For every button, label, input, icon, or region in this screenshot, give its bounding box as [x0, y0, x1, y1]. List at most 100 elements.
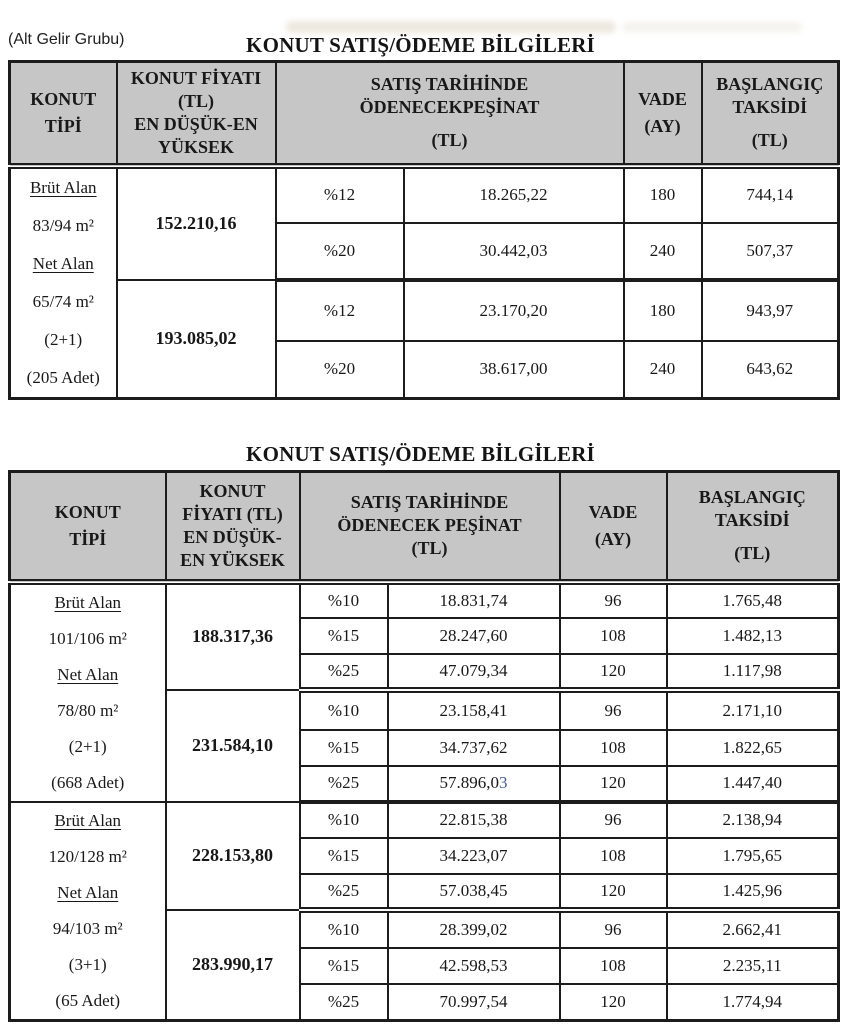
- konut-tipi-line: Net Alan: [32, 253, 94, 273]
- table-row: 283.990,17 %10 28.399,02 96 2.662,41: [10, 908, 840, 1021]
- header-pesinat: SATIŞ TARİHİNDE ÖDENECEK PEŞİNAT (TL): [298, 470, 561, 585]
- vade-cell: 120: [558, 983, 668, 1021]
- table-row: %20 30.442,03 240 507,37: [10, 221, 840, 282]
- header-line: KONUT FİYATI: [130, 67, 262, 88]
- vade-cell: 96: [558, 908, 668, 949]
- header-line: (TL): [751, 130, 788, 151]
- table-row: 193.085,02 %12 23.170,20 180 943,97: [10, 278, 840, 399]
- header-line: SATIŞ TARİHİNDE: [350, 492, 509, 513]
- vade-cell: 120: [558, 764, 668, 804]
- pesinat-pct-cell: %10: [298, 688, 389, 731]
- pesinat-pct-cell: %15: [298, 836, 389, 875]
- header-line: EN DÜŞÜK-: [183, 526, 282, 547]
- table-row: %25 47.079,34 120 1.117,98: [10, 652, 840, 693]
- konut-tipi-line: 78/80 m²: [57, 700, 119, 720]
- pesinat-pct-cell: %10: [298, 580, 389, 619]
- konut-tipi-line: 94/103 m²: [52, 918, 123, 938]
- header-vade: VADE (AY): [622, 60, 703, 169]
- pesinat-pct-cell: %20: [274, 340, 405, 399]
- header-konut-fiyati: KONUT FİYATI (TL) EN DÜŞÜK- EN YÜKSEK: [164, 470, 301, 585]
- fiyat-cell: 283.990,17: [164, 908, 301, 1021]
- konut-tipi-line: 65/74 m²: [32, 291, 94, 311]
- konut-tipi-line: Brüt Alan: [29, 177, 97, 197]
- pesinat-amount-cell: 42.598,53: [386, 947, 561, 985]
- konut-tipi-line: (205 Adet): [26, 367, 100, 387]
- vade-cell: 108: [558, 947, 668, 985]
- header-line: EN DÜŞÜK-EN: [134, 113, 258, 134]
- fiyat-cell: 188.317,36: [164, 580, 301, 691]
- konut-tipi-line: (668 Adet): [51, 772, 125, 792]
- header-line: (AY): [644, 115, 681, 136]
- header-konut-tipi: KONUT TİPİ: [8, 60, 118, 169]
- konut-tipi-line: Net Alan: [57, 664, 119, 684]
- taksit-cell: 1.822,65: [665, 728, 840, 767]
- table-row: %20 38.617,00 240 643,62: [10, 340, 840, 399]
- header-line: (TL): [431, 130, 468, 151]
- header-line: TAKSİDİ: [714, 510, 790, 531]
- header-row: KONUT TİPİ KONUT FİYATI (TL) EN DÜŞÜK-EN…: [8, 60, 840, 169]
- table-row: Brüt Alan 101/106 m² Net Alan 78/80 m² (…: [8, 580, 840, 803]
- header-taksit: BAŞLANGIÇ TAKSİDİ (TL): [700, 60, 840, 169]
- pesinat-pct-cell: %25: [298, 764, 389, 804]
- pesinat-amount-cell: 28.247,60: [386, 616, 561, 655]
- pesinat-pct-cell: %10: [298, 800, 389, 839]
- header-vade: VADE (AY): [558, 470, 668, 585]
- table-row: %25 70.997,54 120 1.774,94: [10, 983, 840, 1021]
- header-line: KONUT: [54, 501, 121, 522]
- pesinat-pct-cell: %15: [298, 947, 389, 985]
- header-line: BAŞLANGIÇ: [698, 487, 806, 508]
- table-row: Brüt Alan 83/94 m² Net Alan 65/74 m² (2+…: [8, 164, 840, 399]
- taksit-cell: 507,37: [700, 221, 840, 282]
- table-row: 231.584,10 %10 23.158,41 96 2.171,10: [10, 688, 840, 803]
- konut-tipi-line: Brüt Alan: [54, 810, 122, 830]
- taksit-cell: 1.447,40: [665, 764, 840, 804]
- header-taksit: BAŞLANGIÇ TAKSİDİ (TL): [665, 470, 840, 585]
- vade-cell: 108: [558, 728, 668, 767]
- header-line: TİPİ: [44, 115, 82, 136]
- taksit-cell: 1.765,48: [665, 580, 840, 619]
- fiyat-cell: 152.210,16: [115, 164, 277, 281]
- vade-cell: 108: [558, 616, 668, 655]
- pesinat-amount-cell: 34.223,07: [386, 836, 561, 875]
- pesinat-pct-cell: %20: [274, 221, 405, 282]
- header-line: KONUT: [199, 480, 266, 501]
- taksit-cell: 643,62: [700, 340, 840, 399]
- header-line: (TL): [734, 543, 771, 564]
- konut-tipi-line: 83/94 m²: [32, 215, 94, 235]
- pesinat-amount-cell: 18.831,74: [386, 580, 561, 619]
- header-line: EN YÜKSEK: [180, 549, 285, 570]
- taksit-cell: 2.138,94: [665, 800, 840, 839]
- pesinat-amount-cell: 30.442,03: [402, 221, 625, 282]
- pesinat-amount-cell: 70.997,54: [386, 983, 561, 1021]
- pesinat-amount-cell: 57.038,45: [386, 872, 561, 913]
- page-annotation: (Alt Gelir Grubu): [8, 31, 125, 48]
- pesinat-pct-cell: %12: [274, 164, 405, 224]
- pesinat-amount-cell: 34.737,62: [386, 728, 561, 767]
- header-line: BAŞLANGIÇ: [716, 74, 824, 95]
- pesinat-amount-cell: 38.617,00: [402, 340, 625, 399]
- header-line: FİYATI (TL): [182, 503, 283, 524]
- header-row: KONUT TİPİ KONUT FİYATI (TL) EN DÜŞÜK- E…: [8, 470, 840, 585]
- header-line: YÜKSEK: [157, 136, 235, 157]
- taksit-cell: 2.171,10: [665, 688, 840, 731]
- vade-cell: 180: [622, 164, 703, 224]
- header-konut-tipi: KONUT TİPİ: [8, 470, 167, 585]
- header-line: ÖDENECEK PEŞİNAT: [337, 515, 522, 536]
- pesinat-amount-cell: 28.399,02: [386, 908, 561, 949]
- pesinat-pct-cell: %25: [298, 983, 389, 1021]
- taksit-cell: 1.482,13: [665, 616, 840, 655]
- alt-gelir-payment-table: KONUT TİPİ KONUT FİYATI (TL) EN DÜŞÜK-EN…: [8, 60, 841, 400]
- header-line: SATIŞ TARİHİNDE: [370, 74, 529, 95]
- table-row: %15 28.247,60 108 1.482,13: [10, 616, 840, 655]
- pesinat-amount-cell: 47.079,34: [386, 652, 561, 693]
- fiyat-cell: 231.584,10: [164, 688, 301, 803]
- table-row: Brüt Alan 120/128 m² Net Alan 94/103 m² …: [8, 800, 840, 1021]
- konut-tipi-line: Brüt Alan: [54, 592, 122, 612]
- konut-tipi-line: (2+1): [68, 736, 107, 756]
- konut-tipi-line: (65 Adet): [55, 990, 121, 1010]
- pesinat-amount-cell: 18.265,22: [402, 164, 625, 224]
- pesinat-amount-cell: 57.896,03: [386, 764, 561, 804]
- pesinat-pct-cell: %15: [298, 728, 389, 767]
- pesinat-amount-cell: 23.170,20: [402, 278, 625, 342]
